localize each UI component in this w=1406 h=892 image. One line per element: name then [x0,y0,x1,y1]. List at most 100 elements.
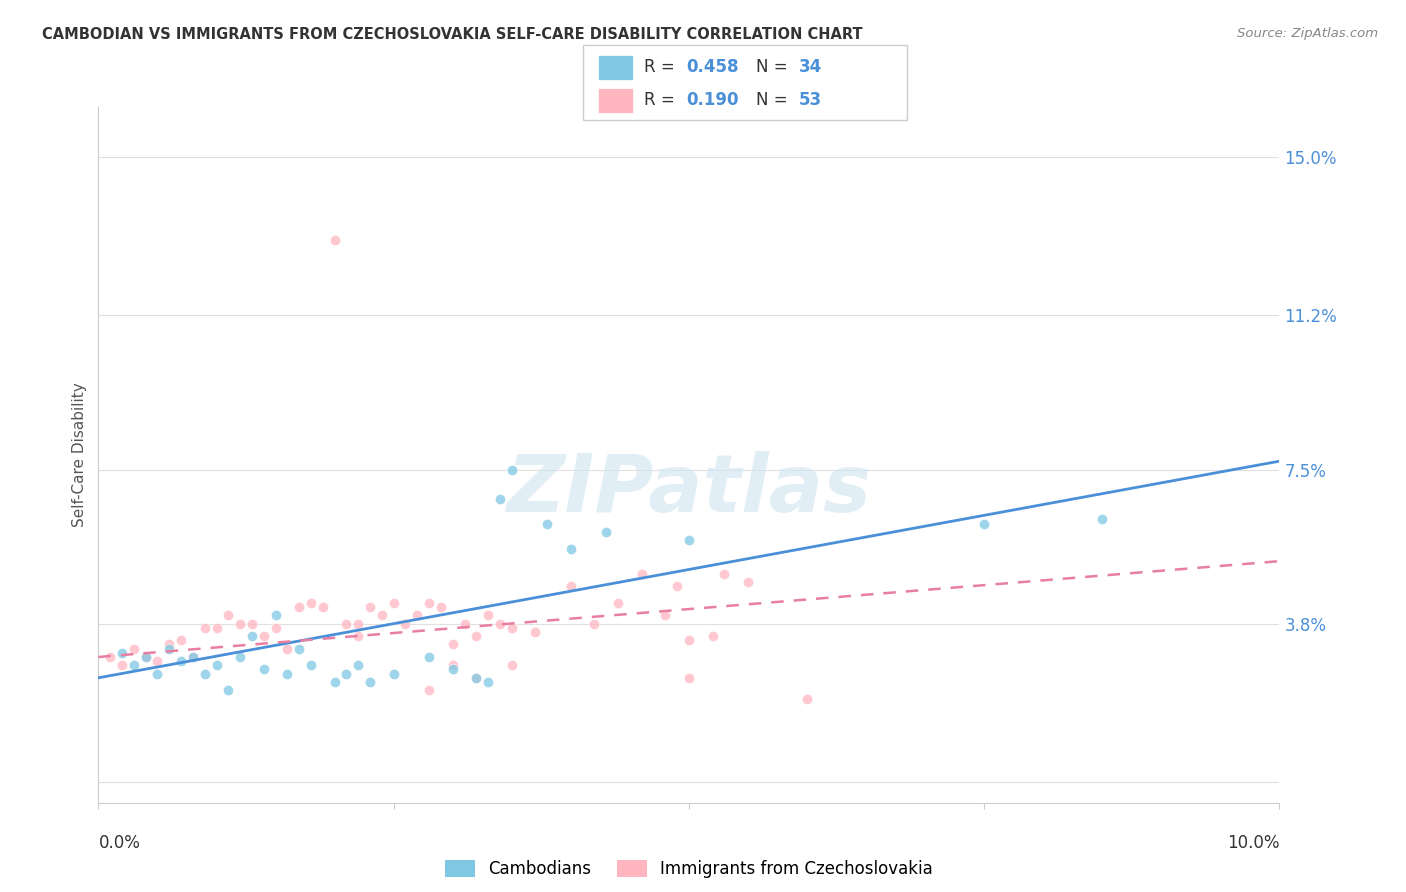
Point [157,638,180,652]
Point [501,462,523,476]
Point [430,599,453,614]
Point [170,633,193,648]
Point [122,658,145,673]
Point [194,621,217,635]
Point [524,625,547,640]
Point [98,650,121,665]
Point [477,675,499,690]
Point [146,666,169,681]
Point [335,616,357,631]
Point [418,683,440,698]
Point [122,641,145,656]
Point [170,654,193,668]
Point [465,671,488,685]
Point [713,566,735,581]
Point [465,629,488,643]
Text: CAMBODIAN VS IMMIGRANTS FROM CZECHOSLOVAKIA SELF-CARE DISABILITY CORRELATION CHA: CAMBODIAN VS IMMIGRANTS FROM CZECHOSLOVA… [42,27,863,42]
Point [205,658,228,673]
Point [205,621,228,635]
Point [323,675,346,690]
Point [335,666,357,681]
Point [264,621,287,635]
Point [678,533,700,548]
Point [347,658,370,673]
Point [312,599,335,614]
Point [253,629,276,643]
Point [299,596,322,610]
Text: 0.0%: 0.0% [98,834,141,852]
Point [240,616,263,631]
Point [217,683,239,698]
Point [1091,512,1114,526]
Text: 53: 53 [799,91,821,109]
Point [501,621,523,635]
Point [595,524,617,539]
Point [135,650,157,665]
Point [299,658,322,673]
Point [253,663,276,677]
Text: 0.190: 0.190 [686,91,738,109]
Point [264,608,287,623]
Point [737,574,759,589]
Point [359,599,381,614]
Point [146,654,169,668]
Point [229,616,252,631]
Point [347,629,370,643]
Point [418,596,440,610]
Point [157,641,180,656]
Point [371,608,394,623]
Point [394,616,416,631]
Text: N =: N = [756,58,793,76]
Text: 34: 34 [799,58,823,76]
Point [560,579,582,593]
Point [441,663,464,677]
Point [181,650,204,665]
Point [465,671,488,685]
Point [240,629,263,643]
Point [229,650,252,665]
Point [678,671,700,685]
Point [678,633,700,648]
Text: ZIPatlas: ZIPatlas [506,450,872,529]
Point [323,233,346,247]
Point [501,658,523,673]
Point [973,516,995,531]
Point [441,658,464,673]
Point [489,616,512,631]
Text: R =: R = [644,58,681,76]
Point [583,616,606,631]
Point [666,579,689,593]
Point [418,650,440,665]
Point [382,666,405,681]
Text: N =: N = [756,91,793,109]
Text: 10.0%: 10.0% [1227,834,1279,852]
Point [477,608,499,623]
Point [607,596,630,610]
Point [288,599,311,614]
Point [111,658,134,673]
Point [654,608,676,623]
Point [111,646,134,660]
Point [276,641,298,656]
Text: Source: ZipAtlas.com: Source: ZipAtlas.com [1237,27,1378,40]
Point [288,641,311,656]
Text: R =: R = [644,91,681,109]
Point [630,566,652,581]
Point [382,596,405,610]
Point [217,608,239,623]
Point [194,666,217,681]
Point [135,650,157,665]
Point [560,541,582,556]
Point [276,666,298,681]
Point [359,675,381,690]
Y-axis label: Self-Care Disability: Self-Care Disability [72,383,87,527]
Point [453,616,475,631]
Text: 0.458: 0.458 [686,58,738,76]
Legend: Cambodians, Immigrants from Czechoslovakia: Cambodians, Immigrants from Czechoslovak… [439,854,939,885]
Point [441,638,464,652]
Point [489,491,512,506]
Point [181,650,204,665]
Point [796,691,818,706]
Point [702,629,724,643]
Point [406,608,429,623]
